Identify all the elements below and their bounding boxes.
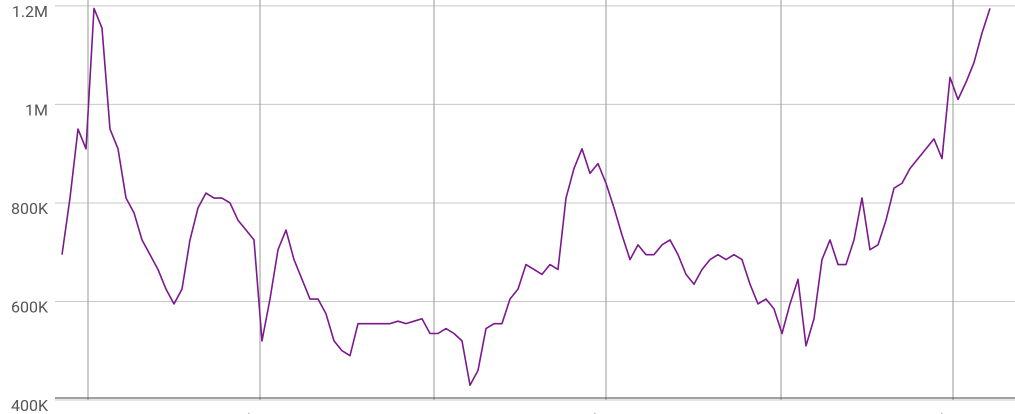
x-tick-label: Jul 2019	[575, 410, 636, 414]
y-tick-label: 800K	[11, 199, 49, 218]
y-tick-label: 600K	[11, 298, 49, 317]
x-tick-label: Jan 2018	[55, 410, 121, 414]
x-tick-label: Jan 2019	[401, 410, 467, 414]
y-tick-label: 400K	[11, 396, 49, 414]
y-tick-label: 1M	[25, 101, 48, 120]
data-line	[61, 7, 991, 387]
x-tick-label: Jul 2020	[922, 410, 983, 414]
x-tick-label: Jul 2018	[229, 410, 290, 414]
x-tick-label: Jan 2020	[748, 410, 814, 414]
y-tick-label: 1.2M	[12, 2, 48, 21]
